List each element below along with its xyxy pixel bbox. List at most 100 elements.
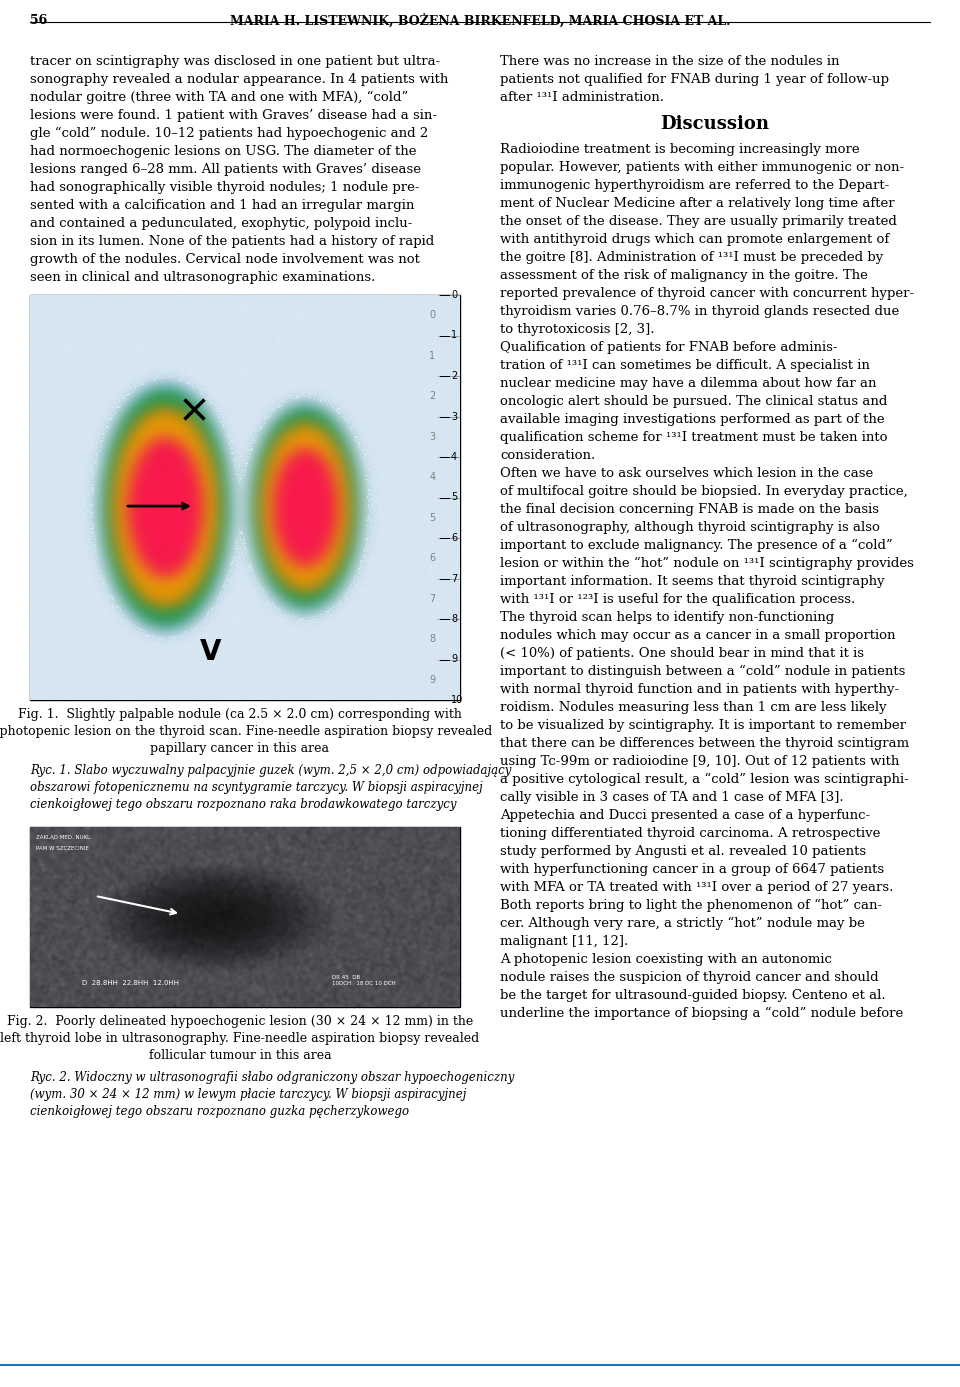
Text: 56: 56 [30, 14, 47, 26]
Text: qualification scheme for ¹³¹I treatment must be taken into: qualification scheme for ¹³¹I treatment … [500, 431, 887, 444]
Text: sion in its lumen. None of the patients had a history of rapid: sion in its lumen. None of the patients … [30, 234, 434, 248]
Text: nodules which may occur as a cancer in a small proportion: nodules which may occur as a cancer in a… [500, 628, 896, 642]
Text: Fig. 1.  Slightly palpable nodule (ca 2.5 × 2.0 cm) corresponding with: Fig. 1. Slightly palpable nodule (ca 2.5… [18, 707, 462, 721]
Text: with MFA or TA treated with ¹³¹I over a period of 27 years.: with MFA or TA treated with ¹³¹I over a … [500, 881, 894, 895]
Text: tracer on scintigraphy was disclosed in one patient but ultra-: tracer on scintigraphy was disclosed in … [30, 55, 441, 68]
Text: with ¹³¹I or ¹²³I is useful for the qualification process.: with ¹³¹I or ¹²³I is useful for the qual… [500, 594, 855, 606]
Text: available imaging investigations performed as part of the: available imaging investigations perform… [500, 413, 884, 426]
Text: roidism. Nodules measuring less than 1 cm are less likely: roidism. Nodules measuring less than 1 c… [500, 700, 887, 714]
Text: 0: 0 [451, 290, 457, 300]
Text: malignant [11, 12].: malignant [11, 12]. [500, 935, 628, 947]
Text: There was no increase in the size of the nodules in: There was no increase in the size of the… [500, 55, 839, 68]
Text: V: V [201, 638, 222, 666]
Text: the goitre [8]. Administration of ¹³¹I must be preceded by: the goitre [8]. Administration of ¹³¹I m… [500, 251, 883, 264]
Text: 8: 8 [451, 614, 457, 624]
Text: 6: 6 [451, 533, 457, 542]
Text: Fig. 2.  Poorly delineated hypoechogenic lesion (30 × 24 × 12 mm) in the: Fig. 2. Poorly delineated hypoechogenic … [7, 1015, 473, 1028]
Text: ZAKLĄD MED. NUKL.: ZAKLĄD MED. NUKL. [36, 835, 91, 841]
Text: (< 10%) of patients. One should bear in mind that it is: (< 10%) of patients. One should bear in … [500, 646, 864, 660]
Text: 1: 1 [451, 330, 457, 340]
Text: 4: 4 [451, 452, 457, 462]
Text: tioning differentiated thyroid carcinoma. A retrospective: tioning differentiated thyroid carcinoma… [500, 827, 880, 841]
Text: to thyrotoxicosis [2, 3].: to thyrotoxicosis [2, 3]. [500, 323, 655, 336]
Text: papillary cancer in this area: papillary cancer in this area [151, 742, 329, 755]
Text: Ryc. 2. Widoczny w ultrasonografii słabo odgraniczony obszar hypoechogeniczny: Ryc. 2. Widoczny w ultrasonografii słabo… [30, 1071, 515, 1085]
Text: (wym. 30 × 24 × 12 mm) w lewym płacie tarczycy. W biopsji aspiracyjnej: (wym. 30 × 24 × 12 mm) w lewym płacie ta… [30, 1087, 467, 1101]
Text: 1: 1 [429, 351, 435, 361]
Text: The thyroid scan helps to identify non-functioning: The thyroid scan helps to identify non-f… [500, 612, 834, 624]
Text: left thyroid lobe in ultrasonography. Fine-needle aspiration biopsy revealed: left thyroid lobe in ultrasonography. Fi… [0, 1032, 480, 1044]
Text: 9: 9 [451, 655, 457, 664]
Text: 10: 10 [451, 695, 464, 705]
Text: Appetechia and Ducci presented a case of a hyperfunc-: Appetechia and Ducci presented a case of… [500, 809, 870, 822]
Text: 9: 9 [429, 674, 435, 685]
Text: and contained a pedunculated, exophytic, polypoid inclu-: and contained a pedunculated, exophytic,… [30, 216, 413, 230]
Text: 5: 5 [451, 492, 457, 502]
Text: tration of ¹³¹I can sometimes be difficult. A specialist in: tration of ¹³¹I can sometimes be difficu… [500, 359, 870, 372]
Text: DR 45  DB
10DCH   18 DC 10 DCH: DR 45 DB 10DCH 18 DC 10 DCH [331, 975, 396, 986]
Text: ment of Nuclear Medicine after a relatively long time after: ment of Nuclear Medicine after a relativ… [500, 197, 895, 209]
Text: assessment of the risk of malignancy in the goitre. The: assessment of the risk of malignancy in … [500, 269, 868, 282]
Text: reported prevalence of thyroid cancer with concurrent hyper-: reported prevalence of thyroid cancer wi… [500, 287, 914, 300]
Text: gle “cold” nodule. 10–12 patients had hypoechogenic and 2: gle “cold” nodule. 10–12 patients had hy… [30, 128, 428, 140]
Text: with antithyroid drugs which can promote enlargement of: with antithyroid drugs which can promote… [500, 233, 889, 245]
Text: 2: 2 [429, 391, 435, 401]
Text: had sonographically visible thyroid nodules; 1 nodule pre-: had sonographically visible thyroid nodu… [30, 180, 420, 194]
Text: using Tc-99m or radioiodine [9, 10]. Out of 12 patients with: using Tc-99m or radioiodine [9, 10]. Out… [500, 755, 900, 768]
Text: Qualification of patients for FNAB before adminis-: Qualification of patients for FNAB befor… [500, 341, 837, 354]
Text: nodular goitre (three with TA and one with MFA), “cold”: nodular goitre (three with TA and one wi… [30, 92, 408, 104]
Text: cienkoigłowej tego obszaru rozpoznano guzka pęcherzykowego: cienkoigłowej tego obszaru rozpoznano gu… [30, 1105, 409, 1118]
Text: 3: 3 [451, 412, 457, 422]
Text: Ryc. 1. Slabo wyczuwalny palpacyjnie guzek (wym. 2,5 × 2,0 cm) odpowiadający: Ryc. 1. Slabo wyczuwalny palpacyjnie guz… [30, 764, 512, 777]
Text: popular. However, patients with either immunogenic or non-: popular. However, patients with either i… [500, 161, 904, 173]
Bar [30, 827, 460, 1007]
Text: patients not qualified for FNAB during 1 year of follow-up: patients not qualified for FNAB during 1… [500, 74, 889, 86]
Text: A photopenic lesion coexisting with an autonomic: A photopenic lesion coexisting with an a… [500, 953, 832, 965]
Text: 3: 3 [429, 431, 435, 441]
Text: 0: 0 [429, 311, 435, 320]
Text: underline the importance of biopsing a “cold” nodule before: underline the importance of biopsing a “… [500, 1007, 903, 1021]
Text: lesions were found. 1 patient with Graves’ disease had a sin-: lesions were found. 1 patient with Grave… [30, 110, 437, 122]
Text: 7: 7 [429, 594, 435, 603]
Text: lesions ranged 6–28 mm. All patients with Graves’ disease: lesions ranged 6–28 mm. All patients wit… [30, 164, 421, 176]
Text: the final decision concerning FNAB is made on the basis: the final decision concerning FNAB is ma… [500, 503, 879, 516]
Text: obszarowi fotopenicznemu na scyntygramie tarczycy. W biopsji aspiracyjnej: obszarowi fotopenicznemu na scyntygramie… [30, 781, 483, 793]
Text: consideration.: consideration. [500, 449, 595, 462]
Text: Often we have to ask ourselves which lesion in the case: Often we have to ask ourselves which les… [500, 467, 874, 480]
Text: be the target for ultrasound-guided biopsy. Centeno et al.: be the target for ultrasound-guided biop… [500, 989, 886, 1001]
Text: thyroidism varies 0.76–8.7% in thyroid glands resected due: thyroidism varies 0.76–8.7% in thyroid g… [500, 305, 900, 318]
Text: important to exclude malignancy. The presence of a “cold”: important to exclude malignancy. The pre… [500, 540, 893, 552]
Text: of multifocal goitre should be biopsied. In everyday practice,: of multifocal goitre should be biopsied.… [500, 485, 908, 498]
Text: immunogenic hyperthyroidism are referred to the Depart-: immunogenic hyperthyroidism are referred… [500, 179, 889, 191]
Text: MARIA H. LISTEWNIK, BOŻENA BIRKENFELD, MARIA CHOSIA ET AL.: MARIA H. LISTEWNIK, BOŻENA BIRKENFELD, M… [229, 14, 731, 28]
Text: had normoechogenic lesions on USG. The diameter of the: had normoechogenic lesions on USG. The d… [30, 146, 417, 158]
Text: oncologic alert should be pursued. The clinical status and: oncologic alert should be pursued. The c… [500, 395, 887, 408]
Bar [30, 295, 460, 700]
Text: sonography revealed a nodular appearance. In 4 patients with: sonography revealed a nodular appearance… [30, 74, 448, 86]
Text: a photopenic lesion on the thyroid scan. Fine-needle aspiration biopsy revealed: a photopenic lesion on the thyroid scan.… [0, 725, 492, 738]
Text: cally visible in 3 cases of TA and 1 case of MFA [3].: cally visible in 3 cases of TA and 1 cas… [500, 791, 844, 804]
Text: the onset of the disease. They are usually primarily treated: the onset of the disease. They are usual… [500, 215, 897, 227]
Text: important information. It seems that thyroid scintigraphy: important information. It seems that thy… [500, 576, 884, 588]
Text: after ¹³¹I administration.: after ¹³¹I administration. [500, 92, 664, 104]
Text: follicular tumour in this area: follicular tumour in this area [149, 1049, 331, 1062]
Text: to be visualized by scintigraphy. It is important to remember: to be visualized by scintigraphy. It is … [500, 718, 906, 732]
Text: of ultrasonography, although thyroid scintigraphy is also: of ultrasonography, although thyroid sci… [500, 522, 880, 534]
Text: with hyperfunctioning cancer in a group of 6647 patients: with hyperfunctioning cancer in a group … [500, 863, 884, 877]
Text: nodule raises the suspicion of thyroid cancer and should: nodule raises the suspicion of thyroid c… [500, 971, 878, 983]
Text: 2: 2 [451, 370, 457, 381]
Text: Radioiodine treatment is becoming increasingly more: Radioiodine treatment is becoming increa… [500, 143, 859, 155]
Text: PAM W SZCZECINIE: PAM W SZCZECINIE [36, 846, 88, 850]
Text: with normal thyroid function and in patients with hyperthy-: with normal thyroid function and in pati… [500, 682, 900, 696]
Text: nuclear medicine may have a dilemma about how far an: nuclear medicine may have a dilemma abou… [500, 377, 876, 390]
Text: 4: 4 [429, 472, 435, 483]
Text: study performed by Angusti et al. revealed 10 patients: study performed by Angusti et al. reveal… [500, 845, 866, 859]
Text: cienkoigłowej tego obszaru rozpoznano raka brodawkowatego tarczycy: cienkoigłowej tego obszaru rozpoznano ra… [30, 798, 457, 811]
Text: Both reports bring to light the phenomenon of “hot” can-: Both reports bring to light the phenomen… [500, 899, 882, 913]
Text: seen in clinical and ultrasonographic examinations.: seen in clinical and ultrasonographic ex… [30, 270, 375, 284]
Text: lesion or within the “hot” nodule on ¹³¹I scintigraphy provides: lesion or within the “hot” nodule on ¹³¹… [500, 558, 914, 570]
Text: 6: 6 [429, 553, 435, 563]
Text: cer. Although very rare, a strictly “hot” nodule may be: cer. Although very rare, a strictly “hot… [500, 917, 865, 931]
Text: growth of the nodules. Cervical node involvement was not: growth of the nodules. Cervical node inv… [30, 252, 420, 266]
Text: 7: 7 [451, 573, 457, 584]
